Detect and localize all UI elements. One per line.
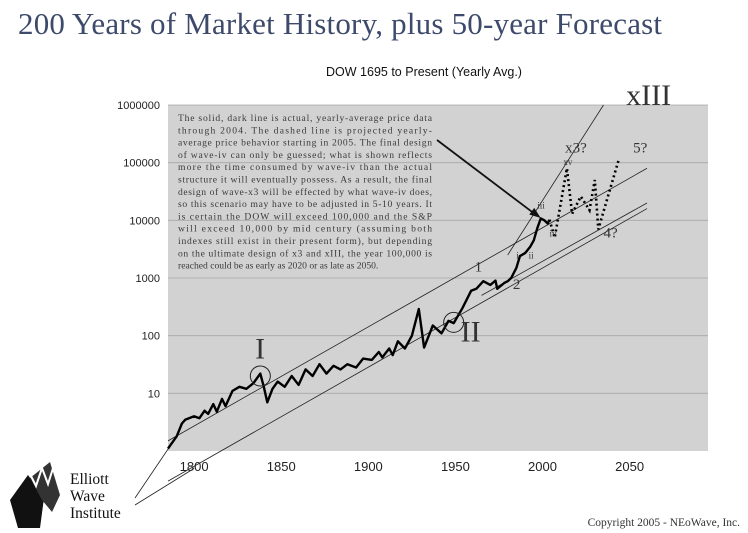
annotation-line: is certain the DOW will exceed 100,000 a… bbox=[178, 211, 432, 222]
annotation-line: structure it will eventually possess. As… bbox=[178, 175, 432, 186]
logo-word: Wave bbox=[70, 488, 105, 505]
annotation-text: The solid, dark line is actual, yearly-a… bbox=[178, 113, 433, 272]
annotation-line: average price behavior starting in 2005.… bbox=[178, 138, 432, 149]
wave-label: 4? bbox=[603, 226, 618, 242]
wave-label: 5? bbox=[633, 141, 648, 157]
chart-title: DOW 1695 to Present (Yearly Avg.) bbox=[326, 65, 522, 79]
x-tick-label: 1950 bbox=[441, 459, 470, 474]
copyright: Copyright 2005 - NEoWave, Inc. bbox=[588, 517, 741, 529]
annotation-line: The solid, dark line is actual, yearly-a… bbox=[178, 113, 433, 124]
logo-word: Institute bbox=[70, 505, 121, 522]
y-tick-label: 10 bbox=[148, 388, 160, 400]
annotation-line: indexes still exist in their present for… bbox=[178, 236, 432, 247]
annotation-line: more the time consumed by wave-iv than t… bbox=[178, 162, 432, 173]
circled-points bbox=[249, 311, 465, 387]
actual-price-line bbox=[167, 217, 551, 450]
y-tick-label: 10000 bbox=[129, 215, 160, 227]
wave-label: i bbox=[516, 250, 519, 260]
price-series bbox=[167, 157, 621, 450]
x-tick-label: 1900 bbox=[354, 459, 383, 474]
logo-icon bbox=[10, 462, 60, 528]
annotation-line: design of wave-x3 will be effected by wh… bbox=[178, 187, 432, 198]
annotation-line: through 2004. The dashed line is project… bbox=[178, 125, 432, 136]
arrow-line bbox=[436, 139, 536, 215]
channel-line bbox=[507, 104, 604, 256]
grid-lines bbox=[168, 104, 708, 394]
x-tick-label: 1850 bbox=[267, 459, 296, 474]
y-tick-label: 1000 bbox=[136, 273, 160, 285]
wave-label: I bbox=[255, 333, 265, 366]
wave-label: xv bbox=[563, 157, 573, 167]
circled-point bbox=[443, 311, 465, 333]
wave-label: iv bbox=[549, 229, 557, 239]
y-tick-label: 1000000 bbox=[117, 100, 160, 112]
x-axis-labels: 180018501900195020002050 bbox=[180, 459, 644, 474]
channel-line bbox=[167, 167, 648, 442]
x-tick-label: 2000 bbox=[528, 459, 557, 474]
logo-word: Elliott bbox=[70, 471, 109, 488]
wave-label: II bbox=[461, 315, 481, 348]
y-tick-label: 100000 bbox=[123, 158, 160, 170]
annotation-line: will exceed 10,000 by mid century (assum… bbox=[178, 224, 432, 235]
arrow-head bbox=[529, 207, 541, 218]
y-axis-labels: 10 100 1000 10000 100000 1000000 bbox=[117, 100, 160, 400]
wave-label: x3? bbox=[565, 141, 587, 157]
wave-label: iii bbox=[537, 201, 545, 211]
wave-label: ii bbox=[529, 250, 535, 260]
logo-pointer-line bbox=[134, 468, 195, 506]
circled-point bbox=[249, 365, 271, 387]
annotation-line: on the ultimate design of x3 and xIII, t… bbox=[178, 248, 432, 259]
wave-label: 1 bbox=[475, 259, 483, 275]
annotation-line: so this scenario may have to be adjusted… bbox=[178, 199, 432, 210]
x-tick-label: 2050 bbox=[615, 459, 644, 474]
wave-label: 2 bbox=[513, 277, 521, 293]
annotation-line: of wave-iv can only be guessed; what is … bbox=[178, 150, 432, 161]
annotation-line: reached could be as early as 2020 or as … bbox=[178, 261, 378, 272]
annotation-arrow bbox=[436, 139, 541, 218]
y-tick-label: 100 bbox=[142, 331, 160, 343]
wave-label: xIII bbox=[626, 79, 671, 112]
headline: 200 Years of Market History, plus 50-yea… bbox=[18, 6, 663, 41]
